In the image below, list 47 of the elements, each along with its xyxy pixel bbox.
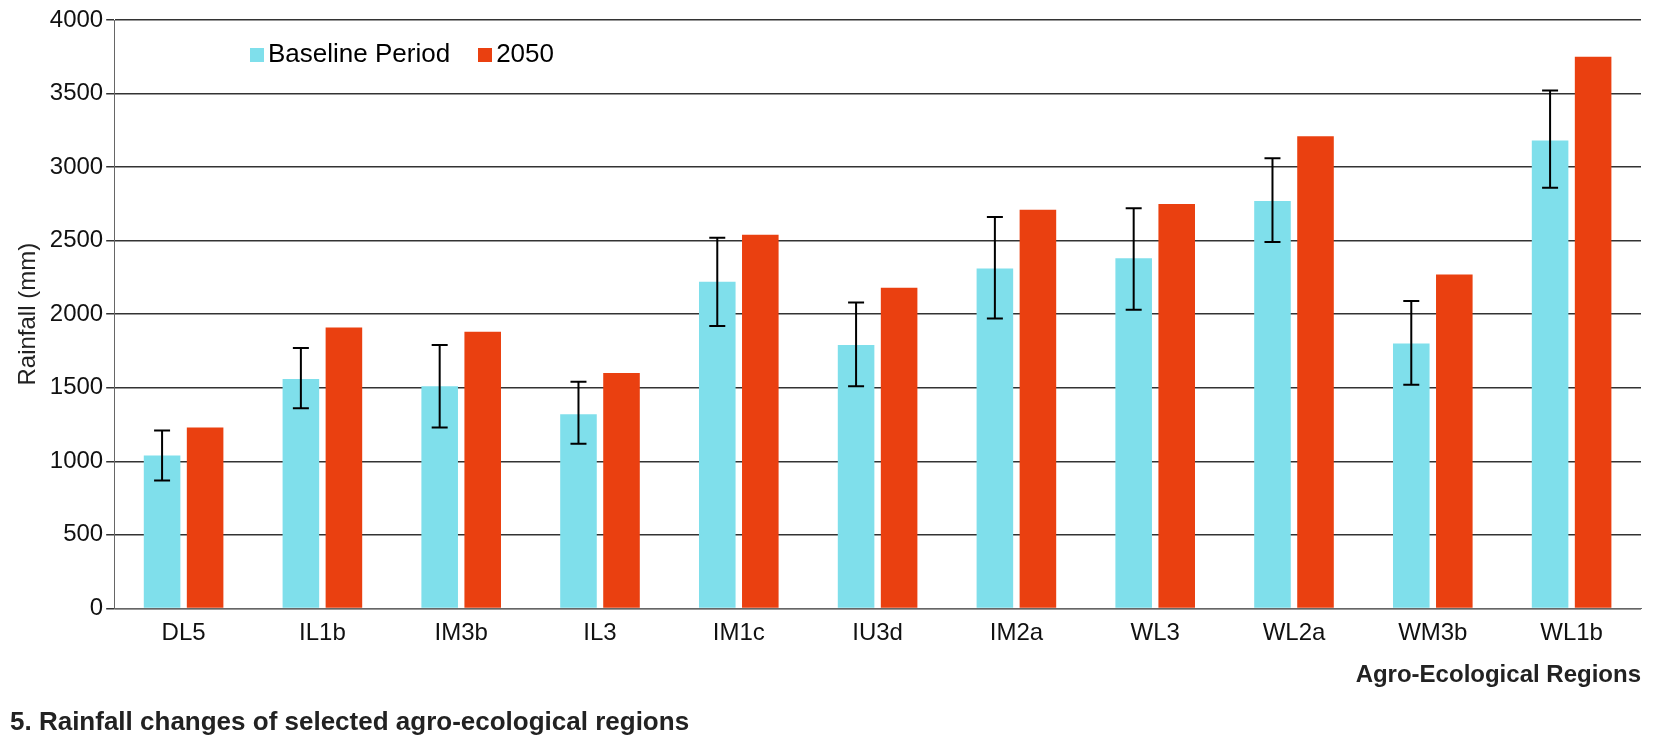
x-axis-title: Agro-Ecological Regions xyxy=(1355,660,1641,688)
x-tick-label: WL1b xyxy=(1540,618,1603,646)
y-tick-label: 4000 xyxy=(49,4,104,32)
bar xyxy=(282,378,320,608)
y-tick-label: 500 xyxy=(63,519,104,547)
bar xyxy=(698,281,736,608)
bar xyxy=(1574,56,1612,608)
x-tick-label: DL5 xyxy=(161,618,206,646)
y-tick-label: 2000 xyxy=(49,298,104,326)
bar xyxy=(1436,274,1473,608)
y-tick-label: 2500 xyxy=(49,225,104,253)
bar xyxy=(1115,258,1152,608)
bar xyxy=(1531,140,1569,608)
bar xyxy=(603,373,640,608)
x-tick-label: IL3 xyxy=(583,618,617,646)
x-tick-label: IM2a xyxy=(989,618,1044,646)
bar xyxy=(1019,209,1057,608)
legend-label: 2050 xyxy=(495,38,554,69)
bar xyxy=(560,414,597,608)
bar xyxy=(742,234,779,608)
y-tick-label: 1000 xyxy=(49,445,104,473)
x-tick-label: IM1c xyxy=(712,618,765,646)
y-tick-label: 3500 xyxy=(49,78,104,106)
x-tick-label: WL2a xyxy=(1262,618,1326,646)
x-tick-label: IU3d xyxy=(852,618,903,646)
bar xyxy=(325,327,363,608)
bar xyxy=(1158,203,1195,608)
bar xyxy=(1297,136,1334,608)
x-tick-label: WM3b xyxy=(1398,618,1468,646)
bar xyxy=(880,287,918,608)
x-tick-label: IM3b xyxy=(434,618,488,646)
text: 5. Rainfall changes of selected agro-ecological regions xyxy=(10,706,690,737)
bar xyxy=(976,268,1014,608)
legend-label: Baseline Period xyxy=(267,38,451,69)
bar xyxy=(421,386,458,608)
bar xyxy=(464,331,501,608)
y-tick-label: 0 xyxy=(89,593,104,621)
bar xyxy=(1393,343,1430,608)
y-axis-title: Rainfall (mm) xyxy=(13,242,41,386)
x-tick-label: WL3 xyxy=(1130,618,1180,646)
bar xyxy=(143,455,181,608)
y-tick-label: 1500 xyxy=(49,372,104,400)
bar xyxy=(1254,200,1291,608)
y-tick-label: 3000 xyxy=(49,151,104,179)
bar xyxy=(837,345,875,608)
bar xyxy=(186,427,224,608)
x-tick-label: IL1b xyxy=(299,618,346,646)
